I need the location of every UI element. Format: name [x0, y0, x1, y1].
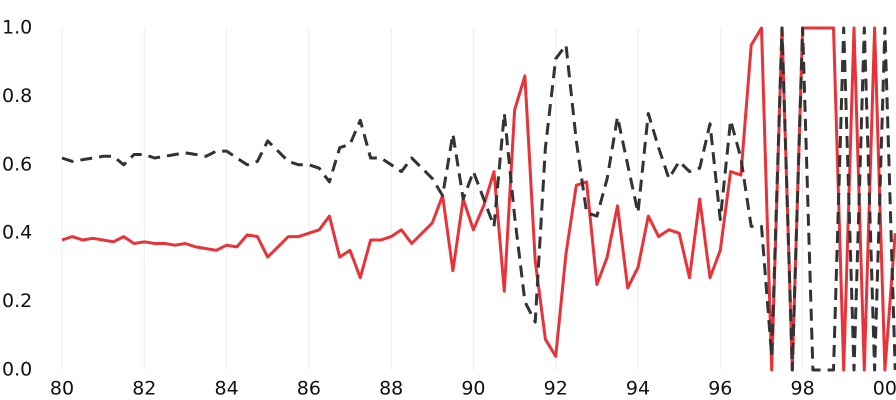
x-tick-label: 96 [708, 378, 732, 400]
x-tick-label: 94 [626, 378, 650, 400]
x-tick-label: 82 [132, 378, 156, 400]
y-tick-label: 0.6 [2, 153, 32, 175]
y-tick-label: 1.0 [2, 17, 32, 39]
x-tick-label: 90 [461, 378, 485, 400]
x-tick-label: 84 [214, 378, 238, 400]
x-tick-label: 88 [379, 378, 403, 400]
series-line [61, 26, 896, 372]
x-tick-label: 00 [873, 378, 896, 400]
x-tick-label: 98 [791, 378, 815, 400]
y-tick-label: 0.4 [2, 222, 32, 244]
y-tick-label: 0.8 [2, 85, 32, 107]
x-tick-label: 80 [50, 378, 74, 400]
y-tick-label: 0.2 [2, 290, 32, 312]
y-tick-label: 0.0 [2, 359, 32, 381]
x-tick-label: 92 [544, 378, 568, 400]
x-tick-label: 86 [297, 378, 321, 400]
